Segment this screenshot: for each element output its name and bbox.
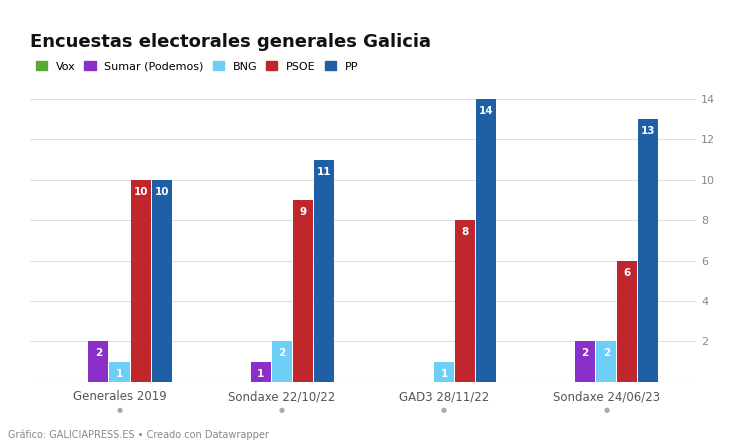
Text: 8: 8 — [461, 227, 469, 237]
Text: 1: 1 — [257, 369, 265, 379]
Text: 2: 2 — [581, 349, 589, 358]
Bar — [251, 361, 271, 382]
Text: 2: 2 — [603, 349, 610, 358]
Bar — [476, 99, 496, 382]
Bar — [639, 119, 658, 382]
Bar — [575, 341, 595, 382]
Text: 9: 9 — [299, 207, 306, 217]
Text: Gráfico: GALICIAPRESS.ES • Creado con Datawrapper: Gráfico: GALICIAPRESS.ES • Creado con Da… — [8, 429, 268, 440]
Bar — [152, 180, 172, 382]
Text: ●: ● — [116, 407, 122, 413]
Text: 10: 10 — [154, 187, 169, 197]
Bar — [110, 361, 129, 382]
Bar — [271, 341, 292, 382]
Text: 2: 2 — [278, 349, 285, 358]
Text: 2: 2 — [94, 349, 102, 358]
Text: ●: ● — [279, 407, 285, 413]
Bar — [314, 159, 334, 382]
Text: 14: 14 — [479, 106, 494, 116]
Bar — [618, 261, 637, 382]
Bar — [131, 180, 150, 382]
Bar — [434, 361, 454, 382]
Text: ●: ● — [603, 407, 609, 413]
Text: ●: ● — [441, 407, 447, 413]
Legend: Vox, Sumar (Podemos), BNG, PSOE, PP: Vox, Sumar (Podemos), BNG, PSOE, PP — [36, 61, 358, 71]
Text: 11: 11 — [317, 166, 331, 177]
Bar — [88, 341, 108, 382]
Bar — [455, 220, 475, 382]
Text: Encuestas electorales generales Galicia: Encuestas electorales generales Galicia — [30, 33, 431, 51]
Text: 1: 1 — [116, 369, 123, 379]
Bar — [596, 341, 616, 382]
Text: 13: 13 — [641, 126, 655, 136]
Text: 10: 10 — [133, 187, 148, 197]
Text: 1: 1 — [441, 369, 448, 379]
Bar — [293, 200, 313, 382]
Text: 6: 6 — [624, 268, 631, 278]
